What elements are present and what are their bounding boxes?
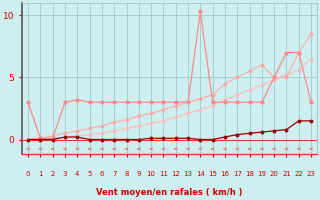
X-axis label: Vent moyen/en rafales ( km/h ): Vent moyen/en rafales ( km/h ) (96, 188, 243, 197)
